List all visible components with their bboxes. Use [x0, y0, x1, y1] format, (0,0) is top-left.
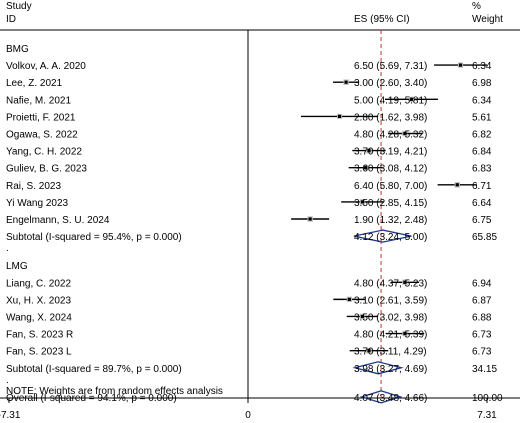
study-weight: 6.87	[472, 295, 492, 306]
study-weight: 5.61	[472, 112, 492, 123]
study-weight: 6.75	[472, 215, 492, 226]
spacer-dot: .	[6, 375, 9, 386]
study-ci: 3.70 (3.11, 4.29)	[354, 347, 427, 358]
study-ci: 4.80 (4.37, 5.23)	[354, 278, 427, 289]
study-ci: 5.00 (4.19, 5.81)	[354, 95, 427, 106]
study-ci: 6.50 (5.69, 7.31)	[354, 61, 427, 72]
study-name: Guliev, B. G. 2023	[6, 164, 87, 175]
study-weight: 6.73	[472, 347, 492, 358]
study-weight: 6.94	[472, 278, 492, 289]
group-label: BMG	[6, 44, 29, 55]
point-estimate	[364, 166, 368, 170]
point-estimate	[344, 80, 348, 84]
header-percent: %	[472, 1, 481, 12]
point-estimate	[367, 149, 371, 153]
study-name: Fan, S. 2023 R	[6, 330, 73, 341]
header-es: ES (95% CI)	[354, 14, 410, 25]
study-ci: 1.90 (1.32, 2.48)	[354, 215, 427, 226]
subtotal-label: Subtotal (I-squared = 89.7%, p = 0.000)	[6, 364, 182, 375]
study-ci: 4.80 (4.28, 5.32)	[354, 130, 427, 141]
subtotal-diamond	[353, 229, 412, 243]
study-ci: 3.10 (2.61, 3.59)	[354, 295, 427, 306]
point-estimate	[308, 217, 312, 221]
subtotal-label: Subtotal (I-squared = 95.4%, p = 0.000)	[6, 232, 182, 243]
study-name: Ogawa, S. 2022	[6, 130, 78, 141]
header-study: Study	[6, 1, 32, 12]
header-weight: Weight	[472, 14, 503, 25]
study-weight: 6.71	[472, 181, 492, 192]
point-estimate	[367, 349, 371, 353]
study-weight: 6.82	[472, 130, 492, 141]
study-weight: 6.88	[472, 312, 492, 323]
point-estimate	[347, 297, 351, 301]
overall-weight: 100.00	[472, 393, 503, 404]
study-name: Wang, X. 2024	[6, 312, 72, 323]
subtotal-weight: 34.15	[472, 364, 497, 375]
point-estimate	[455, 183, 459, 187]
point-estimate	[403, 331, 407, 336]
study-name: Fan, S. 2023 L	[6, 347, 72, 358]
study-name: Proietti, F. 2021	[6, 112, 76, 123]
study-ci: 4.80 (4.21, 5.39)	[354, 330, 427, 341]
header-id: ID	[6, 14, 16, 25]
study-name: Yang, C. H. 2022	[6, 147, 82, 158]
study-weight: 6.34	[472, 95, 492, 106]
point-estimate	[409, 97, 414, 101]
overall-label: Overall (I-squared = 94.1%, p = 0.000)	[6, 393, 177, 404]
study-name: Lee, Z. 2021	[6, 78, 63, 89]
study-ci: 6.40 (5.80, 7.00)	[354, 181, 427, 192]
study-name: Volkov, A. A. 2020	[6, 61, 86, 72]
x-tick-label: 7.31	[477, 410, 497, 421]
study-name: Xu, H. X. 2023	[6, 295, 71, 306]
study-name: Nafie, M. 2021	[6, 95, 71, 106]
subtotal-ci: 4.12 (3.24, 5.00)	[354, 232, 427, 243]
point-estimate	[337, 114, 342, 118]
study-weight: 6.98	[472, 78, 492, 89]
study-name: Yi Wang 2023	[6, 198, 69, 209]
study-ci: 3.60 (3.08, 4.12)	[354, 164, 427, 175]
study-name: Engelmann, S. U. 2024	[6, 215, 110, 226]
point-estimate	[403, 131, 407, 136]
group-label: LMG	[6, 261, 28, 272]
study-weight: 6.83	[472, 164, 492, 175]
x-tick-label: 0	[245, 410, 251, 421]
subtotal-diamond	[352, 361, 404, 375]
study-ci: 3.50 (2.85, 4.15)	[354, 198, 427, 209]
point-estimate	[360, 200, 365, 204]
study-name: Liang, C. 2022	[6, 278, 71, 289]
study-ci: 3.50 (3.02, 3.98)	[354, 312, 427, 323]
overall-ci: 4.07 (3.48, 4.66)	[354, 393, 427, 404]
study-weight: 6.84	[472, 147, 492, 158]
point-estimate	[458, 63, 463, 67]
spacer-dot: .	[6, 243, 9, 254]
study-ci: 3.00 (2.60, 3.40)	[354, 78, 427, 89]
overall-diamond	[359, 390, 403, 404]
point-estimate	[360, 314, 365, 319]
weights-note: NOTE: Weights are from random effects an…	[6, 386, 223, 397]
study-weight: 6.73	[472, 330, 492, 341]
study-weight: 6.64	[472, 198, 492, 209]
study-ci: 2.80 (1.62, 3.98)	[354, 112, 427, 123]
subtotal-ci: 3.98 (3.27, 4.69)	[354, 364, 427, 375]
study-name: Rai, S. 2023	[6, 181, 61, 192]
study-weight: 6.34	[472, 61, 492, 72]
study-ci: 3.70 (3.19, 4.21)	[354, 147, 427, 158]
x-tick-label: -7.31	[0, 410, 21, 421]
point-estimate	[403, 280, 407, 284]
subtotal-weight: 65.85	[472, 232, 497, 243]
